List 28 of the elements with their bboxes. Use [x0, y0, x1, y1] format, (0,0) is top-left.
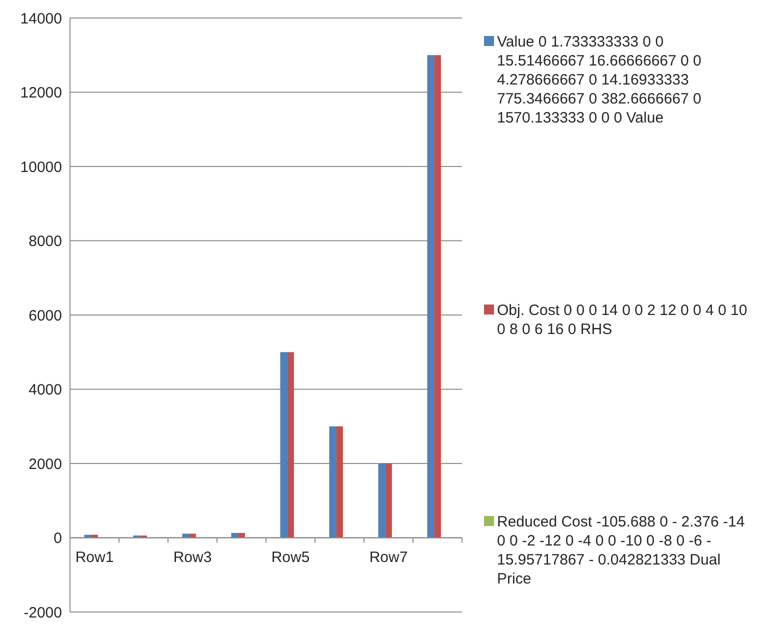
legend-label: Obj. Cost 0 0 0 14 0 0 2 12 0 0 4 0 10 0 8 0 6 16 0 RHS	[497, 302, 748, 338]
bar	[385, 464, 392, 538]
bar	[287, 352, 294, 538]
bar	[427, 55, 434, 538]
legend-label: Value 0 1.733333333 0 0 15.51466667 16.66666667 0 0 4.278666667 0 14.16933333 775.3466667 0 382.6666667 0 1570.133333 0 0 0 Value	[497, 33, 702, 126]
legend-label: Reduced Cost -105.688 0 - 2.376 -14 0 0 -2 -12 0 -4 0 0 -10 0 -8 0 -6 - 15.95717867 - 0.042821333 Dual Price	[497, 513, 745, 588]
bar	[434, 55, 441, 538]
bar	[182, 534, 190, 538]
bar	[238, 532, 245, 538]
y-tick-label: 8000	[28, 233, 62, 250]
y-tick-label: 14000	[20, 10, 62, 28]
x-tick-label: Row7	[369, 548, 408, 566]
bar	[231, 532, 238, 538]
y-tick-label: 2000	[28, 456, 62, 473]
x-tick-label: Row5	[271, 548, 310, 566]
y-tick-label: 12000	[20, 84, 62, 102]
bar	[378, 464, 386, 538]
x-tick-label: Row1	[75, 548, 114, 566]
y-tick-label: 4000	[28, 382, 62, 398]
bar	[189, 534, 196, 538]
bar	[336, 426, 343, 538]
x-tick-label: Row3	[173, 548, 212, 566]
y-tick-label: 0	[54, 530, 62, 547]
bar	[280, 352, 288, 538]
y-tick-label: 6000	[28, 307, 62, 324]
y-tick-label: 10000	[20, 158, 62, 176]
y-tick-label: -2000	[24, 604, 62, 622]
bar	[329, 426, 336, 538]
